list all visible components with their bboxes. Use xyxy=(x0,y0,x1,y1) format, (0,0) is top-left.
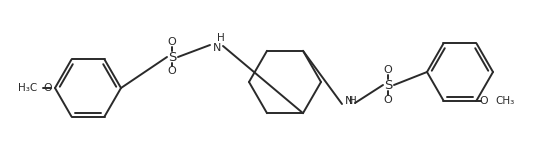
Text: S: S xyxy=(168,51,176,63)
Text: H₃C: H₃C xyxy=(18,83,37,93)
Text: CH₃: CH₃ xyxy=(496,96,514,106)
Text: O: O xyxy=(479,96,488,106)
Text: O: O xyxy=(167,37,176,47)
Text: N: N xyxy=(213,43,222,53)
Text: S: S xyxy=(384,79,392,91)
Text: O: O xyxy=(383,95,392,105)
Text: O: O xyxy=(383,65,392,75)
Text: O: O xyxy=(167,66,176,76)
Text: H: H xyxy=(349,96,357,106)
Text: H: H xyxy=(217,33,225,43)
Text: N: N xyxy=(345,96,353,106)
Text: O: O xyxy=(44,83,52,93)
